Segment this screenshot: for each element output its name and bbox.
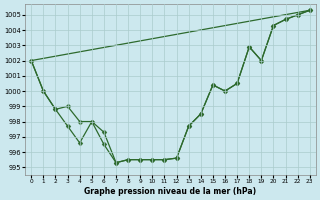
X-axis label: Graphe pression niveau de la mer (hPa): Graphe pression niveau de la mer (hPa)	[84, 187, 257, 196]
